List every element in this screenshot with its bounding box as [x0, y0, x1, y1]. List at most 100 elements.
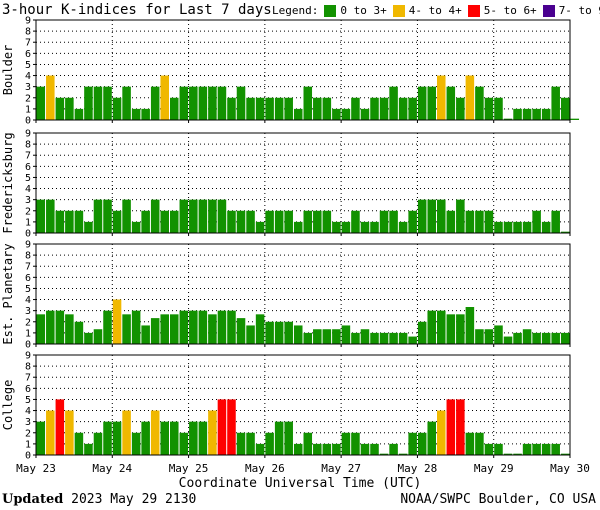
y-tick-label: 2: [25, 428, 31, 439]
bar: [217, 199, 227, 233]
bar: [370, 221, 379, 233]
bar: [475, 86, 484, 120]
bar: [408, 210, 417, 233]
bar: [484, 443, 494, 455]
legend-entry-severe: 7- to 9: [558, 4, 600, 17]
bar: [446, 314, 456, 344]
bar: [74, 108, 84, 120]
bar: [351, 210, 360, 233]
bar: [475, 210, 484, 233]
bar: [541, 108, 551, 120]
bar: [522, 221, 532, 233]
x-tick-label: May 23: [16, 462, 56, 475]
bar: [398, 221, 408, 233]
legend-entry-active: 4- to 4+: [408, 4, 462, 17]
y-tick-label: 6: [25, 273, 31, 284]
y-tick-label: 0: [25, 451, 31, 462]
bar: [55, 310, 65, 344]
bar: [103, 421, 112, 455]
bar: [503, 336, 513, 344]
bar: [494, 97, 503, 120]
panel-frame: [35, 354, 571, 456]
bar: [503, 118, 513, 120]
bar: [284, 321, 293, 344]
bar: [389, 443, 398, 455]
panel-label: Fredericksburg: [1, 132, 15, 233]
x-tick-label: May 30: [550, 462, 590, 475]
bar: [541, 221, 551, 233]
bar: [112, 299, 122, 344]
y-tick-label: 9: [25, 240, 31, 251]
bar: [36, 421, 46, 455]
bar: [141, 108, 150, 120]
bar: [227, 399, 236, 455]
y-tick-label: 4: [25, 295, 31, 306]
bar: [341, 325, 351, 344]
bar: [246, 210, 255, 233]
bar: [236, 432, 246, 455]
bar: [293, 108, 303, 120]
y-tick-label: 8: [25, 140, 31, 151]
y-tick-label: 5: [25, 173, 31, 184]
bar: [74, 432, 84, 455]
y-tick-label: 4: [25, 406, 31, 417]
y-tick-label: 3: [25, 82, 31, 93]
y-tick-label: 6: [25, 162, 31, 173]
bar: [398, 332, 408, 344]
bar: [379, 210, 389, 233]
bar: [208, 86, 217, 120]
bar: [313, 210, 322, 233]
bar: [494, 325, 503, 344]
bar: [122, 86, 131, 120]
bar: [532, 443, 541, 455]
bar: [341, 221, 351, 233]
bar: [427, 310, 436, 344]
chart-title: 3-hour K-indices for Last 7 days: [2, 2, 272, 18]
bar: [150, 410, 160, 455]
bar: [551, 443, 560, 455]
bar: [513, 108, 522, 120]
bar: [570, 118, 580, 120]
bar: [141, 325, 150, 344]
y-tick-label: 2: [25, 206, 31, 217]
bar: [322, 329, 332, 344]
updated-value: 2023 May 29 2130: [71, 492, 197, 507]
bar: [46, 199, 55, 233]
bar: [332, 329, 341, 344]
bar: [465, 307, 475, 344]
bar: [437, 410, 446, 455]
bar: [389, 86, 398, 120]
bar: [227, 310, 236, 344]
panel-label: Est. Planetary: [1, 243, 15, 344]
bar: [513, 332, 522, 344]
x-tick-label: May 27: [321, 462, 361, 475]
bar: [370, 443, 379, 455]
bar: [208, 199, 217, 233]
bar: [179, 86, 189, 120]
panel-frame: [35, 132, 571, 234]
bar: [160, 75, 169, 120]
bar: [484, 210, 494, 233]
bar: [484, 329, 494, 344]
bar: [379, 453, 389, 455]
x-tick-label: May 24: [92, 462, 132, 475]
bar: [227, 97, 236, 120]
bar: [189, 421, 198, 455]
bar: [303, 432, 313, 455]
bar: [236, 318, 246, 344]
y-tick-label: 1: [25, 217, 31, 228]
bar: [560, 231, 570, 233]
bar: [322, 210, 332, 233]
bar: [255, 97, 265, 120]
bar: [46, 310, 55, 344]
bar: [189, 86, 198, 120]
bar: [427, 199, 436, 233]
bar: [322, 97, 332, 120]
y-tick-label: 1: [25, 328, 31, 339]
bar: [179, 199, 189, 233]
bar: [408, 432, 417, 455]
bar: [93, 86, 103, 120]
